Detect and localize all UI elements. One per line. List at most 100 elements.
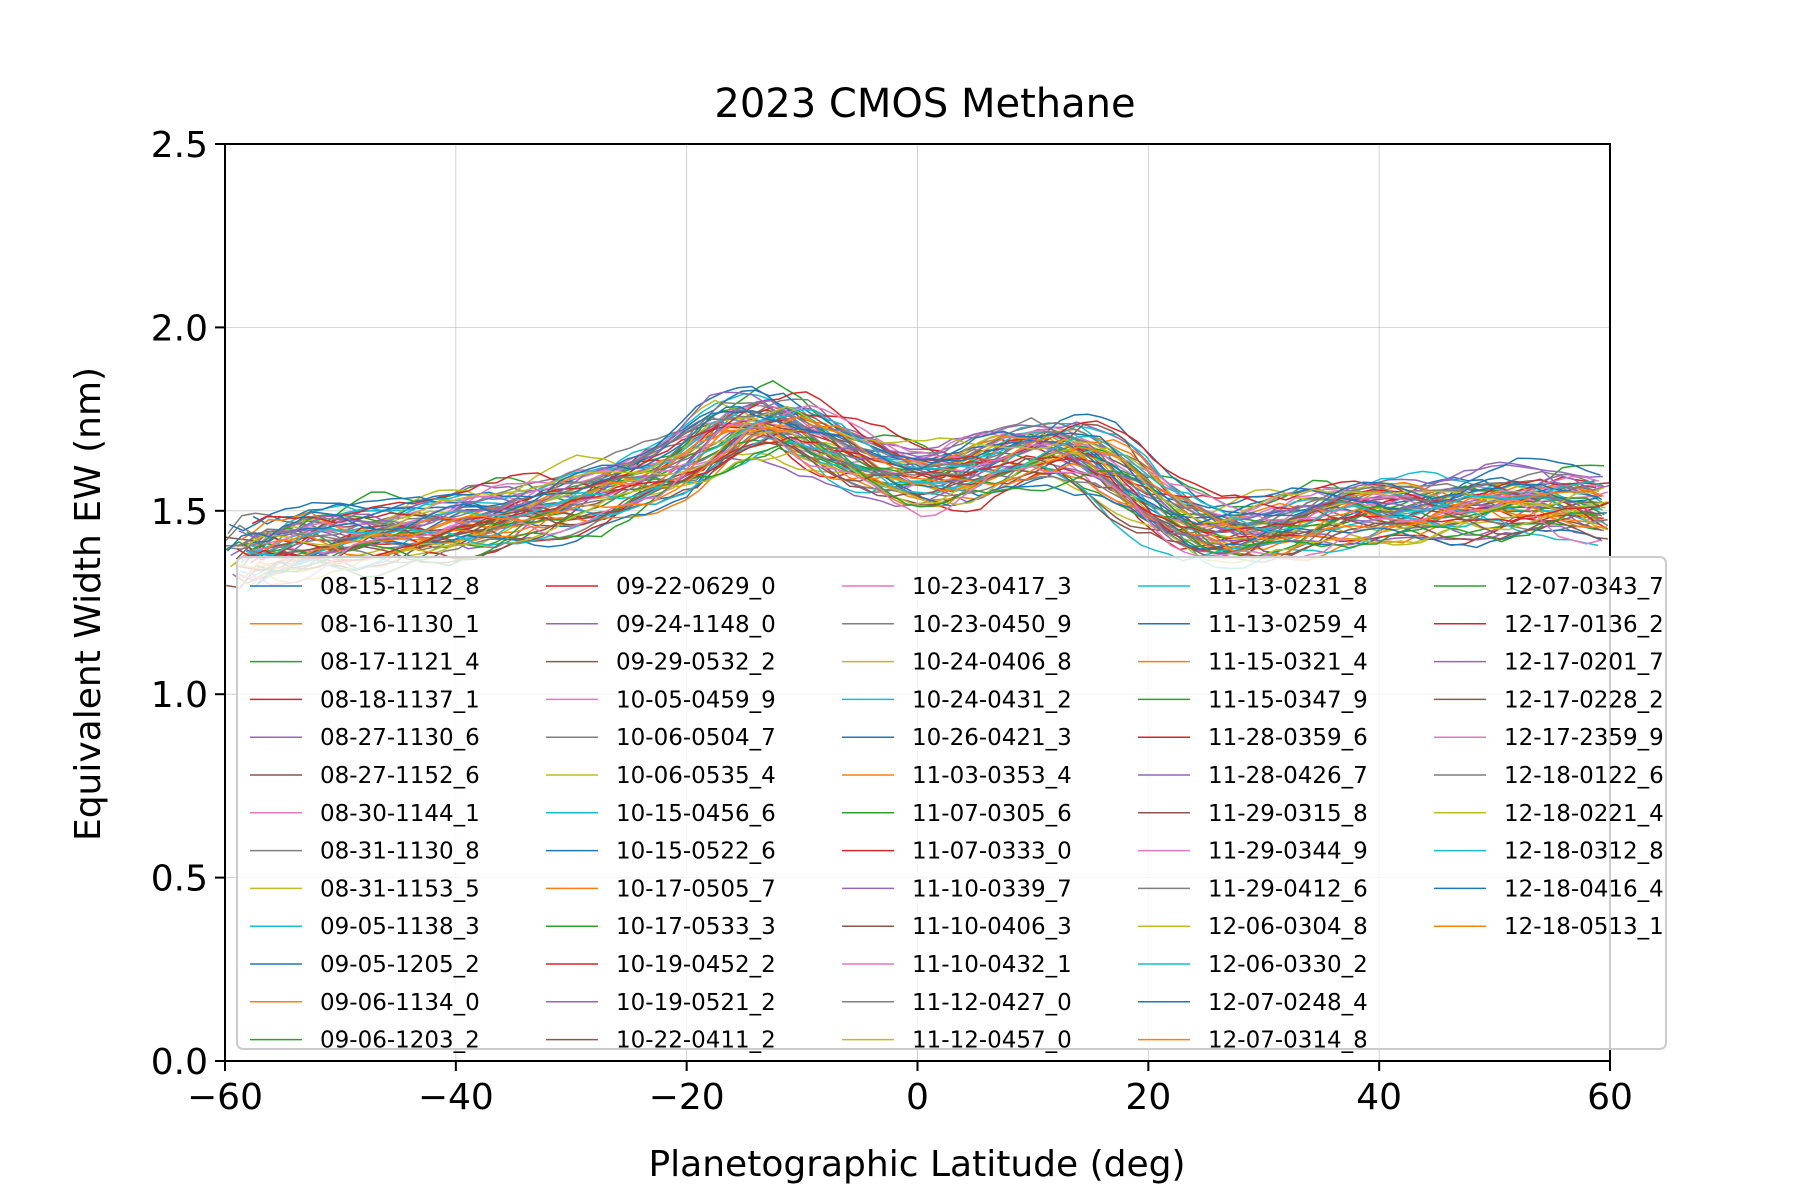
chart-title: 2023 CMOS Methane — [714, 81, 1135, 127]
legend-label: 08-15-1112_8 — [320, 574, 480, 600]
series-line — [246, 405, 1605, 547]
series-line — [257, 450, 1602, 572]
series-line — [233, 406, 1605, 561]
legend-label: 11-12-0457_0 — [912, 1028, 1072, 1054]
legend-label: 10-06-0535_4 — [616, 763, 776, 789]
y-tick-label: 0.5 — [151, 859, 208, 900]
legend-label: 12-17-2359_9 — [1504, 725, 1664, 751]
legend-label: 10-24-0431_2 — [912, 687, 1072, 713]
y-axis-label: Equivalent Width EW (nm) — [68, 367, 109, 841]
legend-label: 11-13-0231_8 — [1208, 574, 1368, 600]
legend-label: 12-07-0248_4 — [1208, 990, 1368, 1016]
legend-label: 08-31-1130_8 — [320, 839, 480, 865]
legend-label: 11-13-0259_4 — [1208, 612, 1368, 638]
series-line — [257, 428, 1602, 584]
series-line — [259, 406, 1603, 544]
legend-label: 09-05-1138_3 — [320, 914, 480, 940]
legend-label: 09-22-0629_0 — [616, 574, 776, 600]
legend-label: 11-10-0339_7 — [912, 876, 1072, 902]
legend-label: 09-24-1148_0 — [616, 612, 776, 638]
y-tick-label: 0.0 — [151, 1042, 208, 1083]
legend-label: 12-18-0221_4 — [1504, 801, 1664, 827]
axis-ticks: −60 −40 −20 0 20 40 60 0.0 0.5 1.0 1.5 2.0 2.5 — [151, 125, 1633, 1118]
legend-label: 10-15-0456_6 — [616, 801, 776, 827]
legend-label: 08-18-1137_1 — [320, 687, 480, 713]
y-tick-label: 2.5 — [151, 125, 208, 166]
legend-label: 11-29-0344_9 — [1208, 839, 1368, 865]
series-line — [253, 427, 1598, 557]
legend-label: 10-15-0522_6 — [616, 839, 776, 865]
legend-label: 10-23-0417_3 — [912, 574, 1072, 600]
legend-label: 11-15-0347_9 — [1208, 687, 1368, 713]
legend-label: 09-05-1205_2 — [320, 952, 480, 978]
series-line — [236, 436, 1609, 563]
y-tick-label: 1.5 — [151, 492, 208, 533]
legend-label: 11-29-0412_6 — [1208, 876, 1368, 902]
x-tick-label: 40 — [1356, 1077, 1402, 1118]
legend-label: 11-10-0406_3 — [912, 914, 1072, 940]
x-axis-label: Planetographic Latitude (deg) — [648, 1144, 1185, 1185]
legend-label: 11-10-0432_1 — [912, 952, 1072, 978]
legend-label: 12-18-0122_6 — [1504, 763, 1664, 789]
series-line — [250, 401, 1609, 564]
legend-label: 08-30-1144_1 — [320, 801, 480, 827]
legend-label: 12-06-0304_8 — [1208, 914, 1368, 940]
legend-label: 10-23-0450_9 — [912, 612, 1072, 638]
x-tick-label: 60 — [1587, 1077, 1633, 1118]
legend-label: 10-22-0411_2 — [616, 1028, 776, 1054]
series-line — [236, 434, 1608, 572]
series-line — [238, 391, 1611, 538]
legend-label: 09-06-1203_2 — [320, 1028, 480, 1054]
legend-label: 09-29-0532_2 — [616, 650, 776, 676]
legend-label: 10-06-0504_7 — [616, 725, 776, 751]
series-line — [240, 424, 1599, 541]
legend-label: 12-17-0228_2 — [1504, 687, 1664, 713]
x-tick-label: −20 — [649, 1077, 725, 1118]
legend-label: 10-26-0421_3 — [912, 725, 1072, 751]
legend-label: 12-17-0136_2 — [1504, 612, 1664, 638]
legend-label: 08-31-1153_5 — [320, 876, 480, 902]
legend-label: 11-03-0353_4 — [912, 763, 1072, 789]
legend-label: 08-27-1152_6 — [320, 763, 480, 789]
x-tick-label: −40 — [418, 1077, 494, 1118]
legend-label: 11-12-0427_0 — [912, 990, 1072, 1016]
legend-label: 10-19-0452_2 — [616, 952, 776, 978]
legend: 08-15-1112_8 08-16-1130_1 08-17-1121_4 08-1… — [236, 556, 1667, 1054]
legend-label: 12-07-0343_7 — [1504, 574, 1664, 600]
legend-label: 12-18-0513_1 — [1504, 914, 1664, 940]
legend-label: 11-07-0305_6 — [912, 801, 1072, 827]
legend-label: 12-06-0330_2 — [1208, 952, 1368, 978]
x-tick-label: 20 — [1125, 1077, 1171, 1118]
legend-label: 11-07-0333_0 — [912, 839, 1072, 865]
y-tick-label: 1.0 — [151, 675, 208, 716]
legend-label: 11-29-0315_8 — [1208, 801, 1368, 827]
x-tick-label: 0 — [906, 1077, 929, 1118]
x-tick-label: −60 — [187, 1077, 263, 1118]
legend-label: 11-28-0426_7 — [1208, 763, 1368, 789]
series-line — [254, 436, 1599, 573]
legend-label: 10-17-0533_3 — [616, 914, 776, 940]
legend-label: 12-17-0201_7 — [1504, 650, 1664, 676]
legend-label: 12-18-0416_4 — [1504, 876, 1664, 902]
series-line — [245, 415, 1604, 577]
legend-label: 08-16-1130_1 — [320, 612, 480, 638]
legend-label: 11-28-0359_6 — [1208, 725, 1368, 751]
series-line — [252, 403, 1597, 550]
legend-label: 10-24-0406_8 — [912, 650, 1072, 676]
series-line — [241, 404, 1599, 561]
legend-label: 08-27-1130_6 — [320, 725, 480, 751]
y-tick-label: 2.0 — [151, 308, 208, 349]
legend-label: 11-15-0321_4 — [1208, 650, 1368, 676]
legend-label: 08-17-1121_4 — [320, 650, 480, 676]
legend-label: 12-18-0312_8 — [1504, 839, 1664, 865]
series-line — [226, 406, 1599, 552]
series-line — [251, 391, 1610, 525]
legend-label: 10-05-0459_9 — [616, 687, 776, 713]
legend-label: 09-06-1134_0 — [320, 990, 480, 1016]
series-line — [245, 408, 1604, 556]
legend-label: 10-19-0521_2 — [616, 990, 776, 1016]
legend-label: 12-07-0314_8 — [1208, 1028, 1368, 1054]
legend-label: 10-17-0505_7 — [616, 876, 776, 902]
series-line — [246, 441, 1604, 593]
